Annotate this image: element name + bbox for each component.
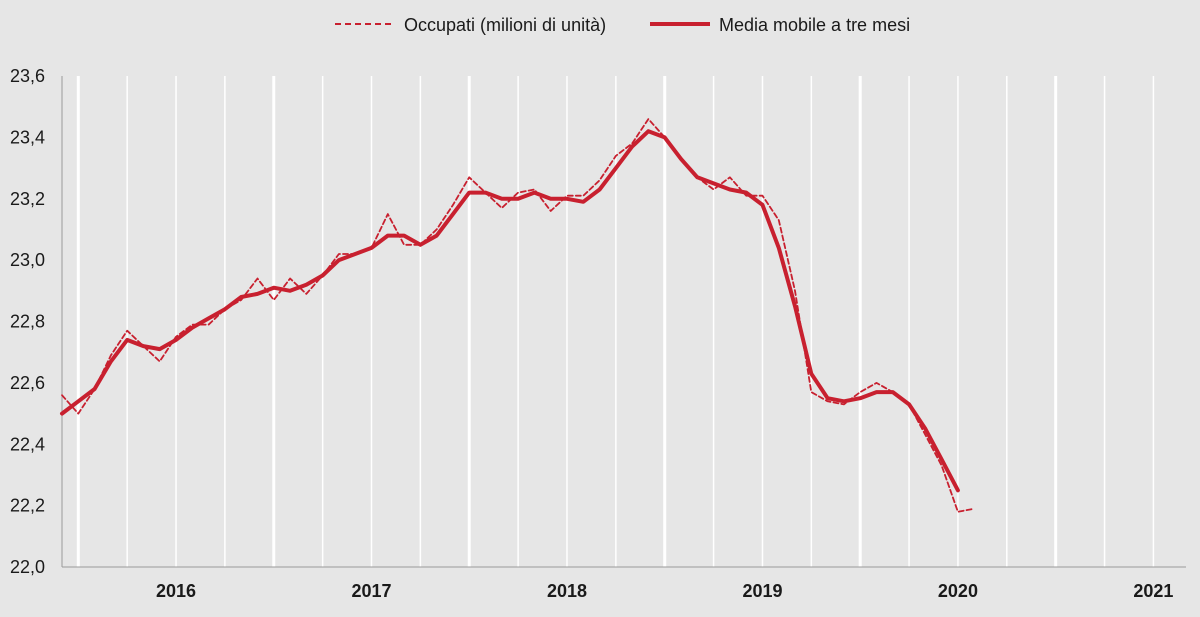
x-year-label: 2016 <box>156 581 196 601</box>
legend-label-media-mobile: Media mobile a tre mesi <box>719 15 910 35</box>
x-year-label: 2017 <box>351 581 391 601</box>
y-tick-label: 22,2 <box>10 496 45 516</box>
x-year-label: 2018 <box>547 581 587 601</box>
gridlines <box>76 76 1155 567</box>
y-tick-label: 23,6 <box>10 66 45 86</box>
y-tick-label: 22,6 <box>10 373 45 393</box>
x-year-label: 2020 <box>938 581 978 601</box>
y-tick-label: 23,2 <box>10 189 45 209</box>
y-tick-label: 22,4 <box>10 434 45 454</box>
series-lines <box>60 118 976 513</box>
x-year-labels: 2016 2017 2018 2019 2020 2021 <box>156 581 1173 601</box>
y-tick-label: 22,8 <box>10 312 45 332</box>
legend-label-occupati: Occupati (milioni di unità) <box>404 15 606 35</box>
y-tick-labels: 22,0 22,2 22,4 22,6 22,8 23,0 23,2 23,4 23,6 <box>10 66 45 577</box>
y-tick-label: 23,0 <box>10 250 45 270</box>
legend: Occupati (milioni di unità) Media mobile… <box>335 15 910 35</box>
x-year-label: 2019 <box>742 581 782 601</box>
y-tick-label: 22,0 <box>10 557 45 577</box>
y-tick-label: 23,4 <box>10 127 45 147</box>
x-year-label: 2021 <box>1133 581 1173 601</box>
series-line-occupati <box>61 118 976 513</box>
axes <box>61 76 1186 568</box>
series-line-media-mobile <box>60 129 960 493</box>
